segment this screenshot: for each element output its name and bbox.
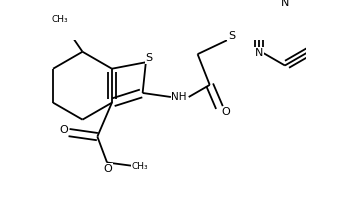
Text: NH: NH bbox=[171, 92, 187, 102]
Text: S: S bbox=[228, 31, 235, 41]
Text: O: O bbox=[59, 125, 68, 135]
Text: O: O bbox=[221, 107, 230, 117]
Text: N: N bbox=[255, 48, 263, 58]
Text: O: O bbox=[103, 164, 112, 174]
Text: S: S bbox=[146, 53, 153, 63]
Text: N: N bbox=[281, 0, 289, 8]
Text: CH₃: CH₃ bbox=[52, 15, 68, 24]
Text: CH₃: CH₃ bbox=[131, 162, 148, 171]
